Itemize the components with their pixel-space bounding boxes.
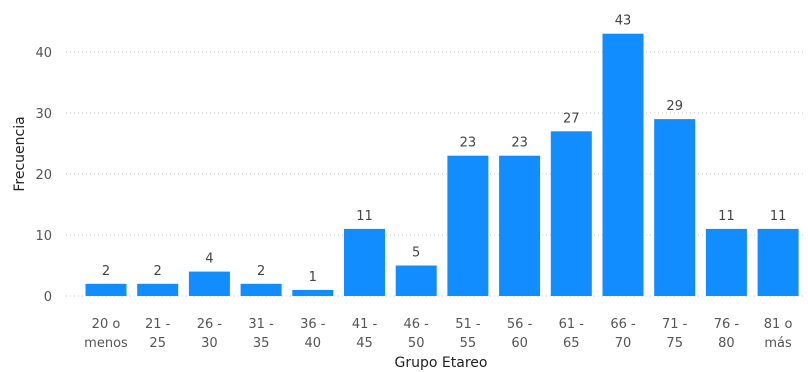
y-axis-title: Frecuencia xyxy=(12,116,28,191)
bar[interactable] xyxy=(188,271,230,296)
bar[interactable] xyxy=(550,131,592,296)
data-label: 29 xyxy=(666,99,683,114)
x-tick-label: 21 - xyxy=(145,317,171,332)
y-tick-label: 30 xyxy=(35,107,52,122)
x-tick-label: menos xyxy=(84,336,128,351)
x-tick-label: 76 - xyxy=(714,317,740,332)
data-label: 23 xyxy=(511,136,528,151)
y-axis-ticks: 0 10 20 30 40 xyxy=(35,46,52,305)
data-label: 27 xyxy=(563,111,580,126)
bar[interactable] xyxy=(240,283,282,296)
x-tick-label: 45 xyxy=(356,336,373,351)
x-tick-label: 50 xyxy=(408,336,425,351)
x-tick-label: 60 xyxy=(511,336,528,351)
x-tick-label: 61 - xyxy=(559,317,585,332)
data-label: 11 xyxy=(356,209,373,224)
y-tick-label: 0 xyxy=(44,290,52,305)
x-tick-label: 46 - xyxy=(404,317,430,332)
x-tick-label: 30 xyxy=(201,336,218,351)
x-tick-label: 81 o xyxy=(764,317,793,332)
bar[interactable] xyxy=(85,283,127,296)
bar[interactable] xyxy=(395,265,437,297)
bar[interactable] xyxy=(757,228,799,296)
x-tick-label: 75 xyxy=(666,336,683,351)
data-label: 2 xyxy=(257,264,265,279)
data-label: 11 xyxy=(770,209,787,224)
data-label: 4 xyxy=(205,252,213,267)
x-tick-label: 56 - xyxy=(507,317,533,332)
data-label: 23 xyxy=(460,136,477,151)
bars xyxy=(85,33,799,297)
bar[interactable] xyxy=(654,119,696,296)
bar[interactable] xyxy=(344,228,385,296)
x-tick-label: 66 - xyxy=(610,317,636,332)
bar[interactable] xyxy=(499,155,541,296)
y-tick-label: 20 xyxy=(35,168,52,183)
x-tick-label: 36 - xyxy=(300,317,326,332)
data-label: 5 xyxy=(412,246,420,261)
data-label: 11 xyxy=(718,209,735,224)
y-tick-label: 10 xyxy=(35,229,52,244)
bar[interactable] xyxy=(137,283,179,296)
x-tick-label: 71 - xyxy=(662,317,688,332)
x-tick-label: más xyxy=(764,336,792,351)
x-tick-label: 51 - xyxy=(455,317,481,332)
x-tick-label: 65 xyxy=(563,336,580,351)
x-axis-title: Grupo Etareo xyxy=(395,355,488,371)
x-tick-label: 31 - xyxy=(248,317,274,332)
x-tick-label: 41 - xyxy=(352,317,378,332)
bar[interactable] xyxy=(602,33,644,296)
bar[interactable] xyxy=(292,289,334,296)
x-tick-label: 25 xyxy=(149,336,166,351)
bar[interactable] xyxy=(705,228,747,296)
data-label: 1 xyxy=(309,270,317,285)
data-label: 43 xyxy=(615,14,632,29)
x-tick-label: 70 xyxy=(615,336,632,351)
x-tick-label: 40 xyxy=(305,336,322,351)
bar[interactable] xyxy=(447,155,489,296)
y-tick-label: 40 xyxy=(35,46,52,61)
data-label: 2 xyxy=(154,264,162,279)
x-tick-label: 26 - xyxy=(197,317,223,332)
x-axis-ticks: 20 o menos 21 - 25 26 - 30 31 - 35 36 - 40 41 - 45 4… xyxy=(84,317,792,351)
x-tick-label: 35 xyxy=(253,336,270,351)
x-tick-label: 55 xyxy=(460,336,477,351)
data-label: 2 xyxy=(102,264,110,279)
x-tick-label: 20 o xyxy=(92,317,121,332)
x-tick-label: 80 xyxy=(718,336,735,351)
